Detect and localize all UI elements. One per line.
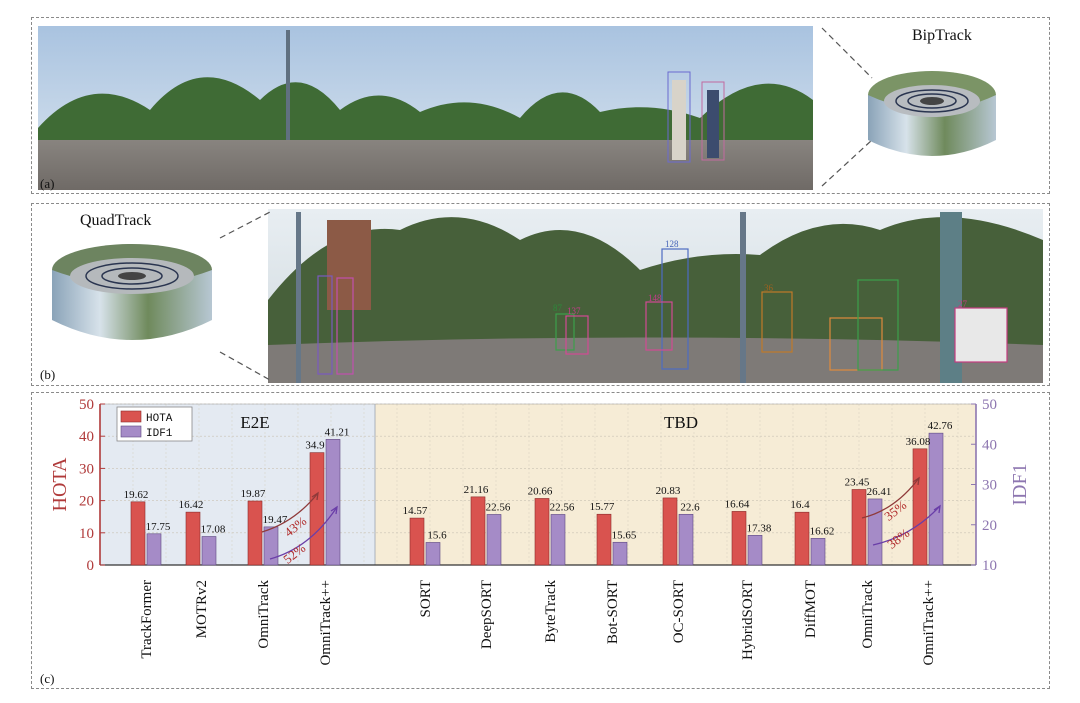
biptrack-title: BipTrack <box>912 27 972 44</box>
track-id-label: 137 <box>567 306 581 316</box>
track-id-label: 87 <box>553 303 562 313</box>
panel-c-label: (c) <box>40 671 55 686</box>
panel-a-label: (a) <box>40 176 55 191</box>
panel-a <box>31 17 1050 194</box>
track-id-label: 36 <box>764 283 773 293</box>
panel-b-label: (b) <box>40 367 56 382</box>
panel-c <box>31 392 1050 689</box>
track-id-label: 27 <box>958 299 967 309</box>
track-id-label: 128 <box>665 239 679 249</box>
quadtrack-title: QuadTrack <box>80 212 152 229</box>
panel-b <box>31 203 1050 386</box>
track-id-label: 148 <box>648 293 662 303</box>
